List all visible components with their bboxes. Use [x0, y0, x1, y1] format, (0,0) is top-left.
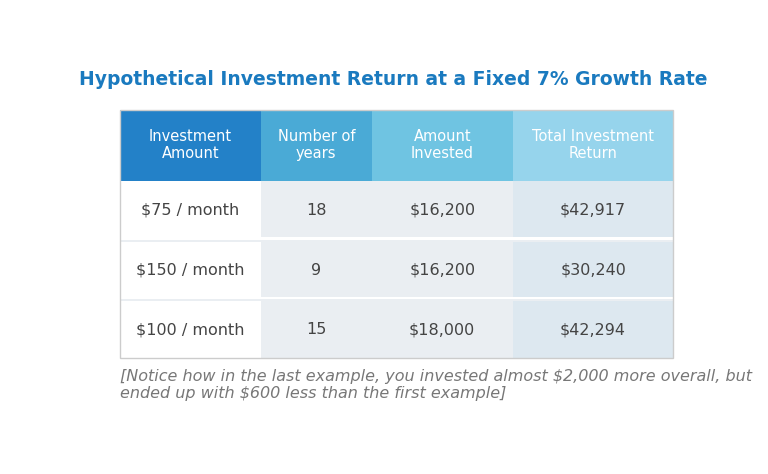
Text: 15: 15	[306, 322, 326, 337]
Bar	[372, 301, 513, 358]
Bar	[261, 181, 372, 240]
Bar	[513, 301, 674, 358]
Text: Amount
Invested: Amount Invested	[411, 129, 474, 161]
Bar	[120, 181, 261, 240]
Text: $42,917: $42,917	[560, 202, 626, 218]
Text: Total Investment
Return: Total Investment Return	[532, 129, 654, 161]
Bar	[120, 301, 261, 358]
Text: Investment
Amount: Investment Amount	[149, 129, 232, 161]
Bar	[120, 297, 674, 299]
Bar	[372, 242, 513, 299]
Bar	[513, 110, 674, 181]
Bar	[120, 110, 674, 358]
Text: $30,240: $30,240	[560, 263, 626, 278]
Text: Number of
years: Number of years	[277, 129, 355, 161]
Text: $150 / month: $150 / month	[136, 263, 245, 278]
Text: 18: 18	[306, 202, 326, 218]
Bar	[372, 110, 513, 181]
Text: [Notice how in the last example, you invested almost $2,000 more overall, but
en: [Notice how in the last example, you inv…	[120, 369, 752, 401]
Bar	[120, 110, 261, 181]
Bar	[120, 237, 674, 240]
Text: $16,200: $16,200	[409, 202, 475, 218]
Text: 9: 9	[311, 263, 321, 278]
Text: $42,294: $42,294	[560, 322, 626, 337]
Text: $100 / month: $100 / month	[136, 322, 245, 337]
Text: $75 / month: $75 / month	[141, 202, 240, 218]
Bar	[513, 242, 674, 299]
Bar	[513, 181, 674, 240]
Bar	[372, 181, 513, 240]
Text: Hypothetical Investment Return at a Fixed 7% Growth Rate: Hypothetical Investment Return at a Fixe…	[79, 70, 708, 89]
Text: $16,200: $16,200	[409, 263, 475, 278]
Bar	[120, 110, 674, 358]
Bar	[261, 301, 372, 358]
Bar	[261, 110, 372, 181]
Text: $18,000: $18,000	[409, 322, 475, 337]
Bar	[261, 242, 372, 299]
Bar	[120, 242, 261, 299]
